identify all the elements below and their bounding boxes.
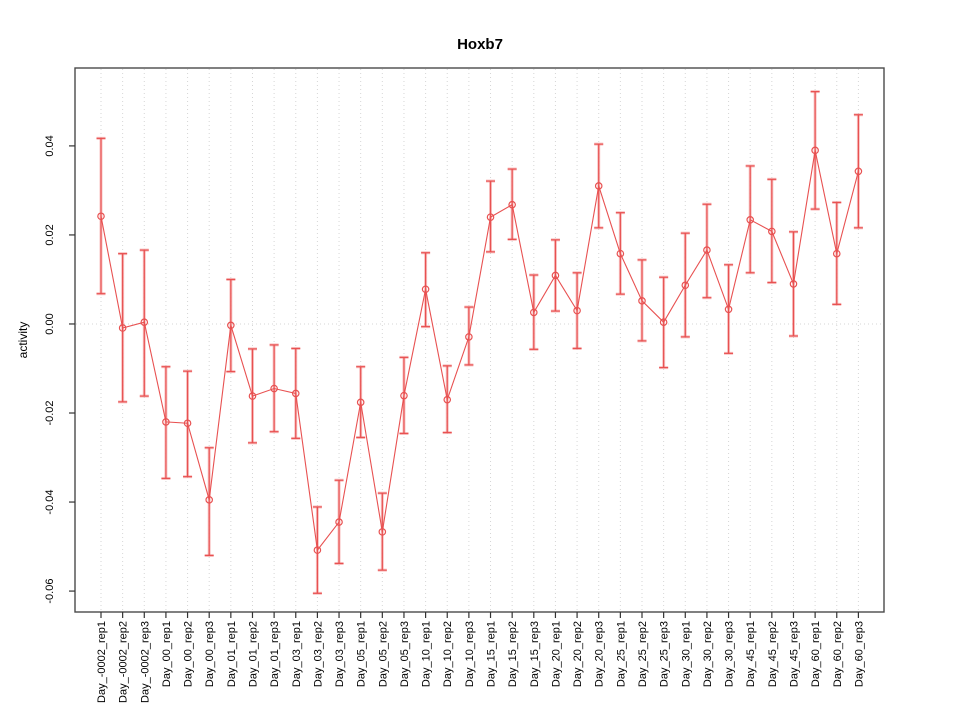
y-axis-tick-label: 0.00 (44, 313, 56, 334)
data-point (573, 306, 581, 315)
y-axis-tick-label: 0.02 (44, 224, 56, 245)
data-point (97, 212, 105, 221)
data-point (227, 321, 235, 330)
x-axis-tick-label: Day_03_rep3 (334, 621, 346, 687)
x-axis-tick-label: Day_20_rep2 (572, 621, 584, 687)
x-axis-tick-label: Day_25_rep1 (615, 621, 627, 687)
x-axis-tick-label: Day_10_rep3 (464, 621, 476, 687)
data-point (486, 213, 495, 221)
data-point (291, 389, 300, 398)
x-axis-tick-label: Day_60_rep1 (810, 621, 822, 687)
data-point-layer (97, 146, 863, 554)
data-point (248, 392, 257, 400)
x-axis-tick-label: Day_05_rep1 (356, 621, 368, 687)
data-point (638, 297, 646, 305)
x-axis-label-layer: Day_-0002_rep1 Day_-0002_rep2 Day_-0002_re… (96, 621, 865, 703)
data-point (703, 246, 711, 254)
x-axis-tick-label: Day_10_rep2 (442, 621, 454, 687)
data-point (465, 333, 473, 341)
data-point (443, 395, 452, 404)
y-axis-tick-label: -0.06 (44, 579, 56, 604)
data-point (551, 271, 560, 280)
data-point (746, 216, 755, 224)
x-axis-tick-label: Day_25_rep3 (659, 621, 671, 687)
data-point (508, 200, 516, 209)
x-axis-tick-label: Day_01_rep1 (226, 621, 238, 687)
x-axis-tick-label: Day_30_rep1 (680, 621, 692, 687)
y-axis-tick-label: -0.04 (44, 490, 56, 515)
y-axis-tick-label: 0.04 (44, 135, 56, 156)
data-point (378, 528, 387, 536)
x-axis-tick-label: Day_45_rep3 (788, 621, 800, 687)
data-point (768, 227, 776, 236)
x-axis-tick-label: Day_25_rep2 (637, 621, 649, 687)
x-axis-tick-label: Day_60_rep2 (832, 621, 844, 687)
x-axis-tick-label: Day_00_rep3 (204, 621, 216, 687)
data-point (832, 249, 841, 258)
data-point (335, 518, 343, 526)
x-axis-tick-label: Day_15_rep3 (529, 621, 541, 687)
data-point (616, 249, 625, 258)
data-point (183, 419, 192, 428)
data-point (529, 308, 538, 317)
x-axis-tick-label: Day_10_rep1 (421, 621, 433, 687)
data-point (140, 318, 149, 326)
data-point (118, 324, 127, 332)
data-point (659, 318, 668, 326)
x-axis-tick-label: Day_45_rep1 (745, 621, 757, 687)
data-point (724, 305, 733, 314)
data-point (356, 398, 365, 407)
x-axis-tick-label: Day_05_rep3 (399, 621, 411, 687)
data-point (270, 384, 278, 393)
data-point (313, 546, 322, 554)
data-point (400, 391, 408, 400)
series-line (100, 150, 859, 552)
x-axis-tick-label: Day_00_rep1 (161, 621, 173, 687)
y-axis-title: activity (16, 322, 30, 359)
data-point (205, 496, 214, 504)
x-axis-tick-label: Day_03_rep1 (291, 621, 303, 687)
data-point (789, 280, 798, 288)
y-axis-tick-label: -0.02 (44, 400, 56, 425)
data-point (811, 146, 819, 155)
data-point (681, 281, 690, 290)
x-axis-tick-label: Day_20_rep3 (594, 621, 606, 687)
x-axis-tick-label: Day_03_rep2 (312, 621, 324, 687)
x-axis-tick-label: Day_-0002_rep3 (139, 621, 151, 703)
x-axis-tick-label: Day_01_rep3 (269, 621, 281, 687)
chart-title: Hoxb7 (457, 36, 503, 53)
x-axis-tick-label: Day_30_rep2 (702, 621, 714, 687)
x-axis-tick-label: Day_45_rep2 (767, 621, 779, 687)
plot-area-border (74, 67, 885, 613)
data-point (594, 182, 603, 190)
x-axis-tick-label: Day_-0002_rep1 (96, 621, 108, 703)
x-axis-tick-label: Day_60_rep3 (853, 621, 865, 687)
axis-tick-layer (69, 145, 860, 618)
x-axis-tick-label: Day_30_rep3 (724, 621, 736, 687)
series-line-layer (100, 150, 859, 552)
x-axis-tick-label: Day_-0002_rep2 (118, 621, 130, 703)
x-axis-tick-label: Day_01_rep2 (247, 621, 259, 687)
x-axis-tick-label: Day_15_rep2 (507, 621, 519, 687)
data-point (854, 167, 863, 176)
x-axis-tick-label: Day_15_rep1 (486, 621, 498, 687)
y-axis-tick-label-layer: 0.04 0.02 0.00 -0.02 -0.04 -0.06 (44, 135, 56, 603)
x-axis-tick-label: Day_00_rep2 (183, 621, 195, 687)
x-axis-tick-label: Day_05_rep2 (377, 621, 389, 687)
x-axis-tick-label: Day_20_rep1 (550, 621, 562, 687)
data-point (421, 285, 430, 294)
data-point (162, 418, 170, 426)
